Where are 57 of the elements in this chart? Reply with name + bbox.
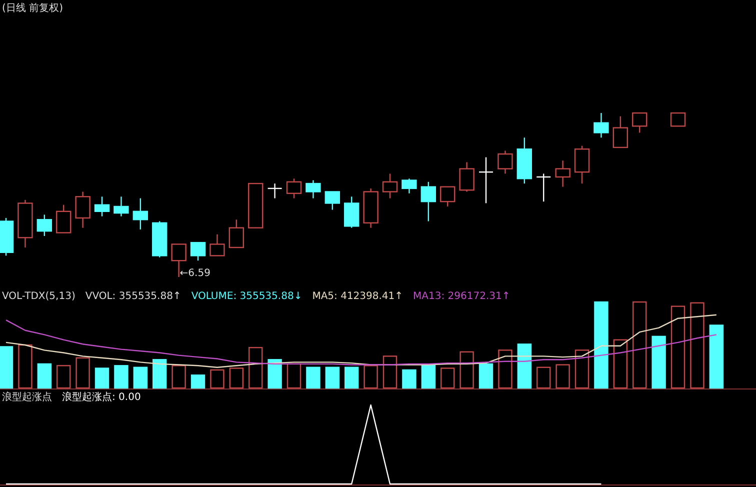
candlestick	[363, 188, 378, 228]
bar	[268, 359, 282, 389]
bar	[421, 365, 436, 389]
bar	[0, 346, 14, 389]
bar	[248, 346, 263, 389]
candlestick	[132, 198, 148, 230]
bar	[440, 368, 455, 389]
candlestick	[114, 196, 129, 217]
bar	[18, 344, 32, 389]
chart-title: 浪型起涨点	[2, 391, 52, 403]
candlestick	[75, 191, 90, 228]
bar	[460, 351, 474, 389]
text: MA5: 412398.41↑	[312, 291, 404, 302]
text: 浪型起涨点: 0.00	[62, 391, 141, 403]
candlestick	[478, 156, 494, 204]
bar	[190, 374, 206, 389]
bar	[690, 302, 704, 389]
text: MA13: 296172.31↑	[413, 291, 510, 302]
bar	[709, 324, 724, 389]
bar	[536, 366, 551, 389]
bar	[364, 365, 378, 389]
bar	[498, 350, 512, 389]
bar	[574, 350, 590, 389]
text: VOLUME: 355535.88↓	[191, 291, 302, 302]
bar	[114, 365, 128, 389]
bar	[652, 336, 666, 389]
bar	[613, 339, 628, 389]
candlestick	[267, 182, 282, 199]
candlestick	[18, 199, 33, 248]
bar	[556, 364, 570, 389]
candlestick	[306, 180, 321, 199]
bar	[76, 357, 90, 389]
chart-title: (日线 前复权)	[2, 2, 64, 14]
bar	[344, 366, 359, 389]
bar	[402, 369, 416, 389]
candlestick	[594, 112, 609, 138]
bar	[56, 365, 71, 389]
bar	[517, 344, 532, 389]
bar	[478, 363, 494, 389]
bar	[325, 366, 340, 389]
bar	[172, 365, 186, 389]
bar	[210, 369, 224, 389]
candlestick	[498, 150, 513, 174]
chart-title: VOL-TDX(5,13)	[2, 291, 76, 302]
candlestick	[555, 160, 570, 188]
bar	[94, 368, 110, 389]
text: VVOL: 355535.88↑	[85, 291, 182, 302]
bar	[306, 366, 320, 389]
bar	[229, 368, 244, 389]
bar	[382, 356, 398, 389]
annotation: ←6.59	[180, 268, 210, 279]
bar	[37, 363, 52, 389]
bar	[133, 366, 148, 389]
bar	[152, 359, 167, 389]
bar	[670, 306, 686, 389]
bar	[594, 301, 608, 389]
bar	[632, 301, 647, 389]
